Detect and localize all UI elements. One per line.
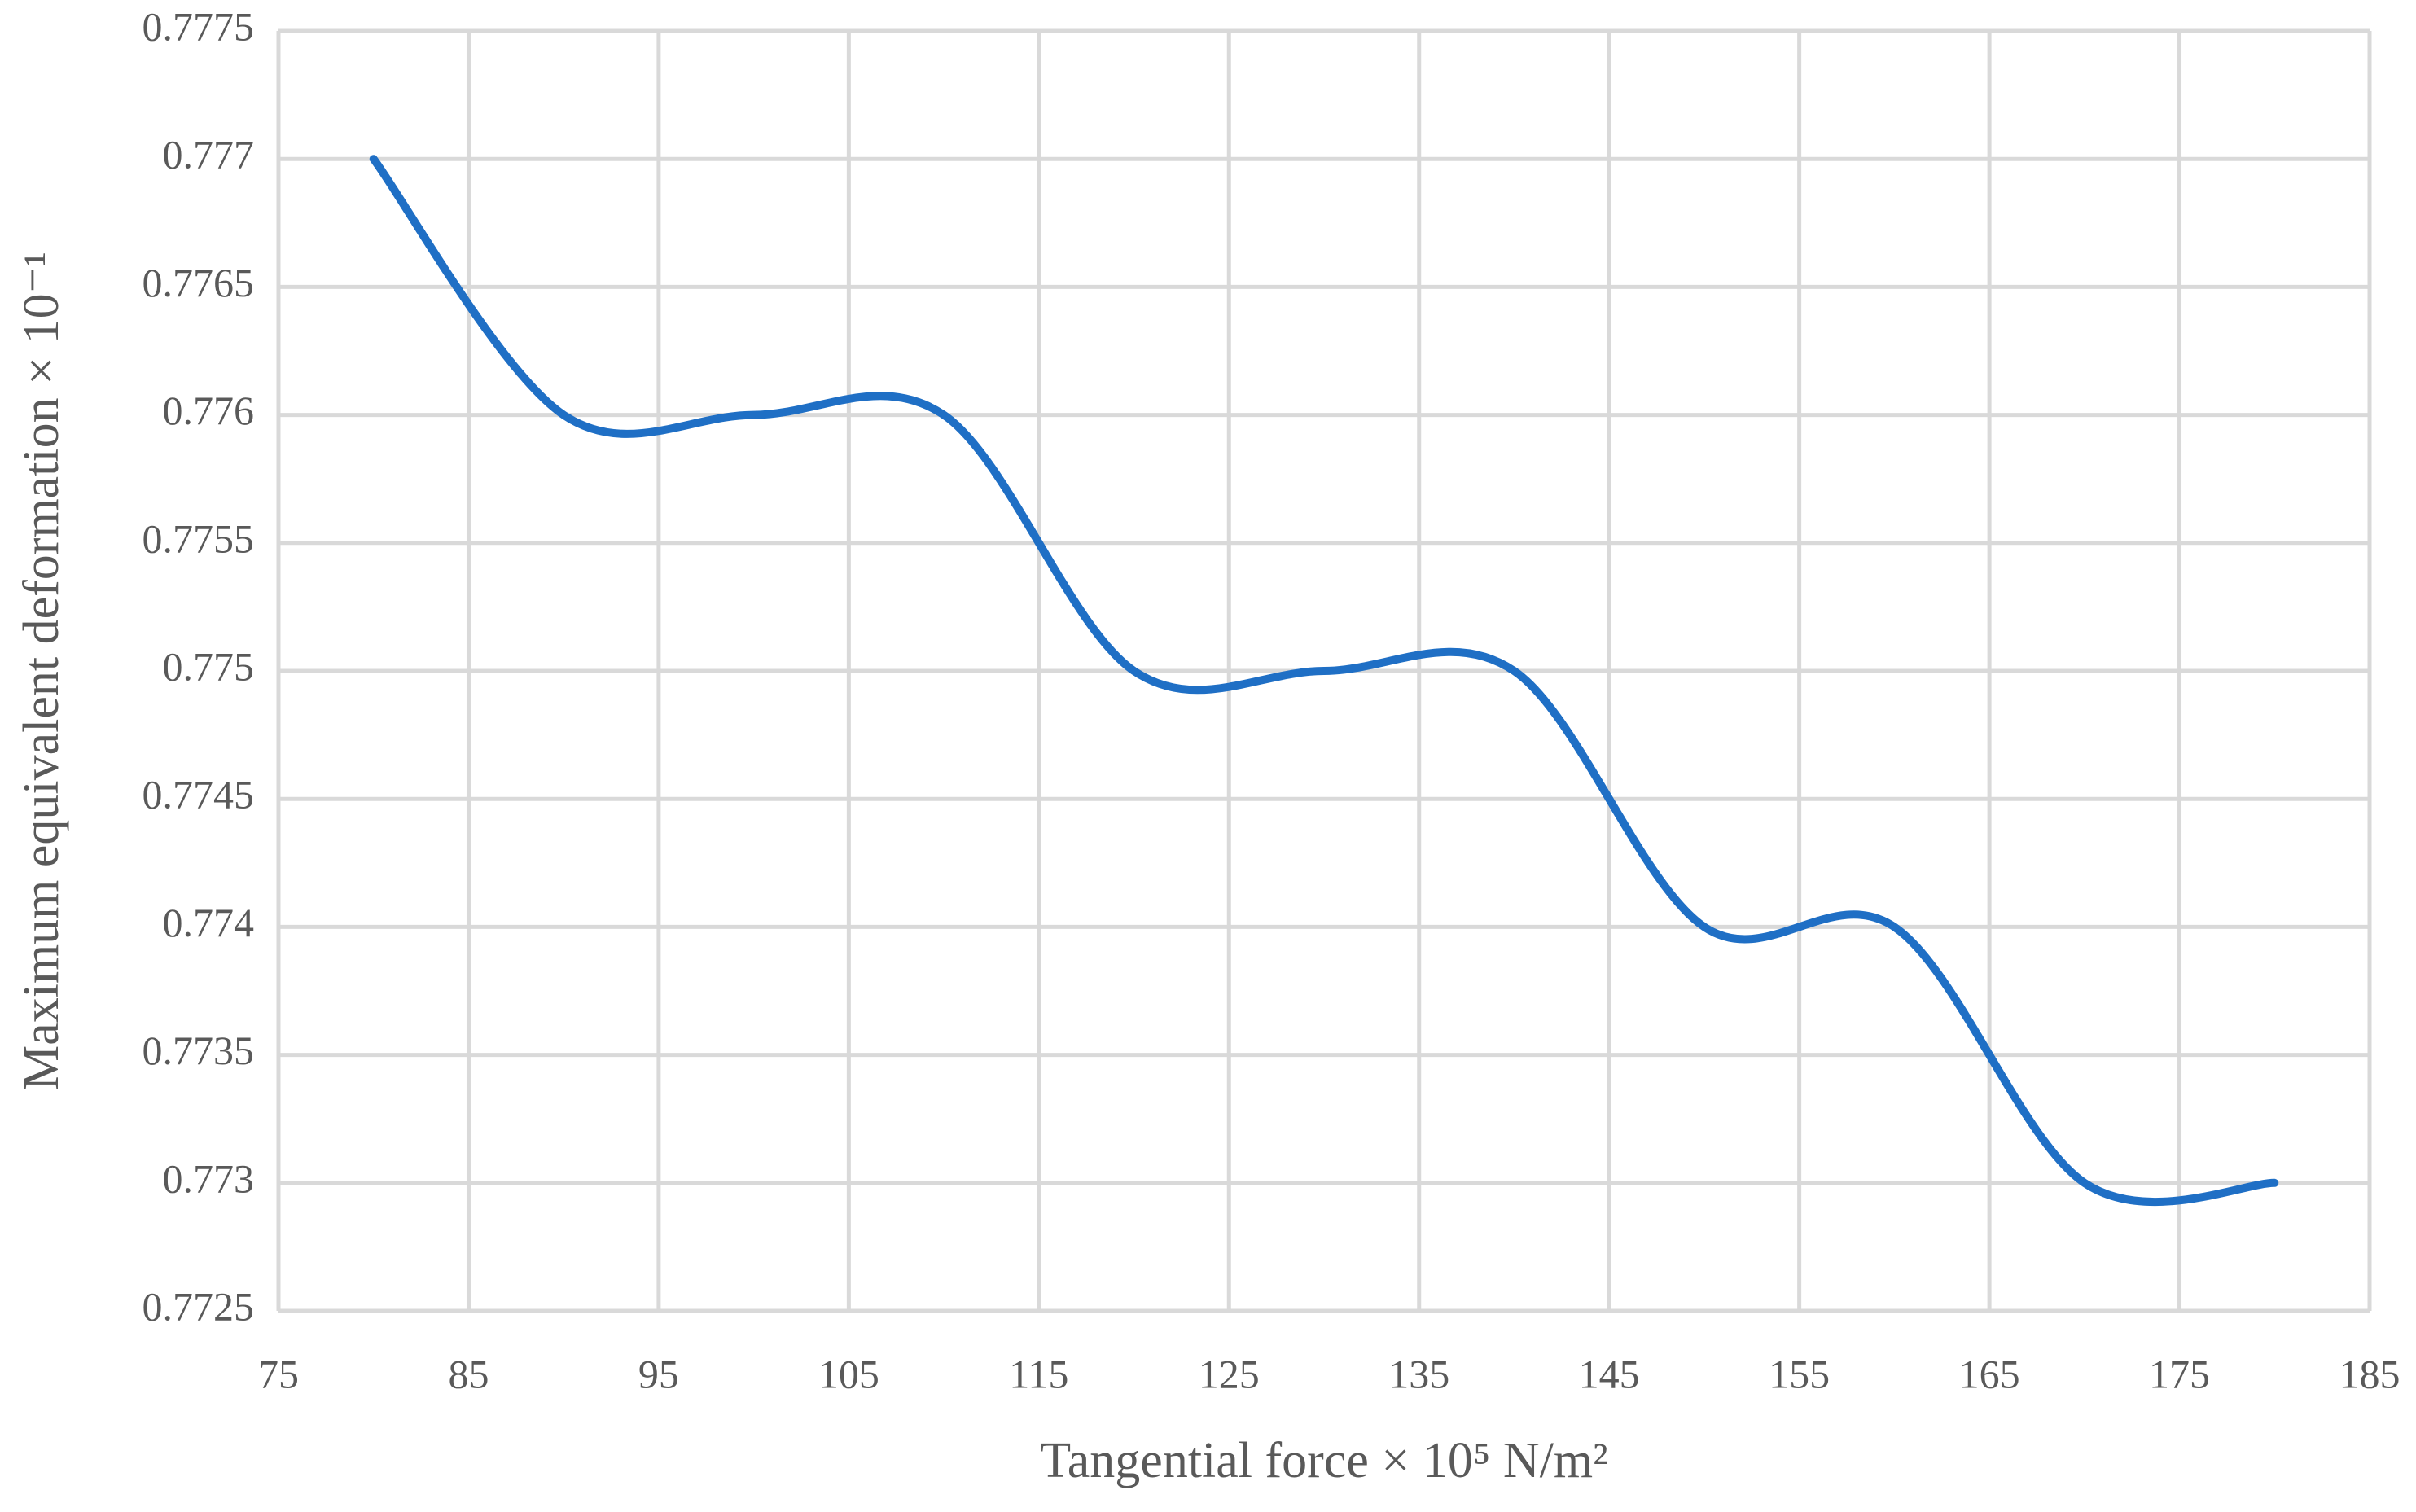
y-axis-title: Maximum equivalent deformation × 10⁻¹ (14, 252, 69, 1090)
y-tick-label: 0.775 (163, 643, 255, 689)
plot-area (369, 155, 2279, 1207)
x-tick-label: 135 (1388, 1351, 1449, 1396)
x-tick-label: 85 (448, 1351, 489, 1396)
y-tick-label: 0.7765 (143, 260, 255, 305)
x-tick-label: 145 (1579, 1351, 1640, 1396)
y-tick-label: 0.776 (163, 388, 255, 433)
x-tick-label: 75 (258, 1351, 299, 1396)
y-tick-label: 0.7775 (143, 3, 255, 49)
x-axis-title: Tangential force × 10⁵ N/m² (1040, 1433, 1608, 1488)
grid (276, 28, 2372, 1313)
y-tick-label: 0.7735 (143, 1028, 255, 1073)
y-tick-label: 0.773 (163, 1155, 255, 1201)
x-tick-label: 175 (2149, 1351, 2210, 1396)
x-tick-label: 105 (818, 1351, 879, 1396)
y-tick-label: 0.7725 (143, 1283, 255, 1329)
x-tick-label: 165 (1959, 1351, 2020, 1396)
x-tick-label: 115 (1009, 1351, 1068, 1396)
x-tick-label: 185 (2339, 1351, 2401, 1396)
x-tick-label: 155 (1769, 1351, 1830, 1396)
y-tick-label: 0.7745 (143, 772, 255, 817)
y-tick-label: 0.7755 (143, 515, 255, 561)
x-tick-label: 125 (1199, 1351, 1260, 1396)
x-tick-label: 95 (638, 1351, 679, 1396)
y-tick-label: 0.774 (163, 900, 255, 945)
data-line (369, 155, 2279, 1207)
y-tick-label: 0.777 (163, 132, 255, 177)
